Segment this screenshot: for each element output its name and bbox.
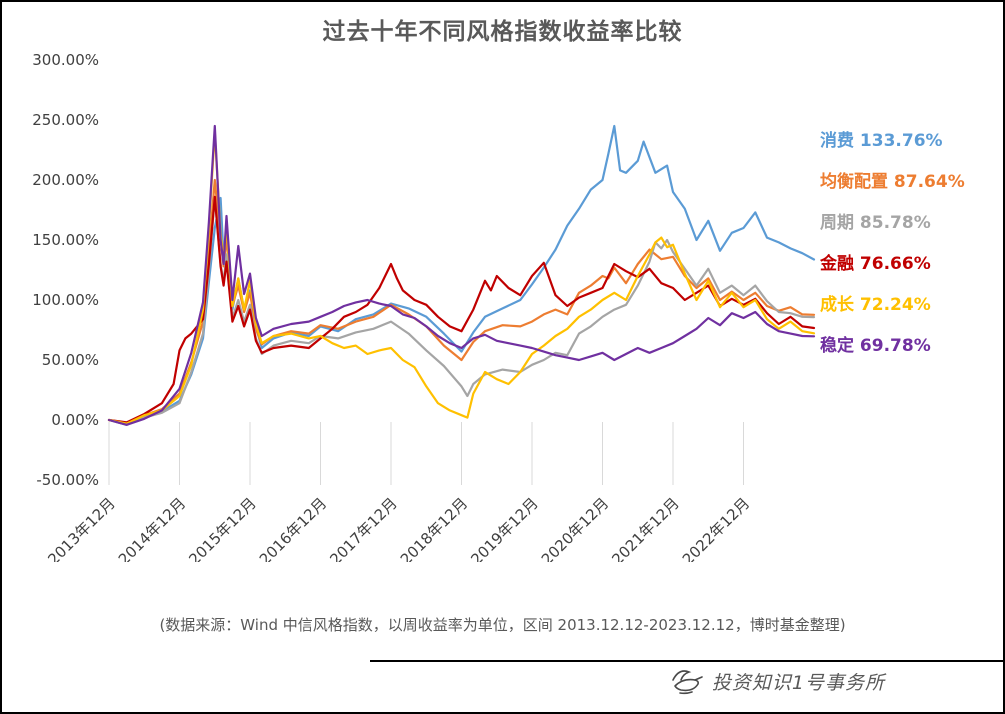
x-axis-label: 2017年12月 [326,494,400,562]
data-source-note: (数据来源：Wind 中信风格指数，以周收益率为单位，区间 2013.12.12… [159,616,846,634]
x-axis-label: 2021年12月 [608,494,682,562]
y-axis-label: 50.00% [42,351,99,369]
y-axis-label: 150.00% [32,231,99,249]
x-axis-label: 2015年12月 [185,494,259,562]
y-axis-label: 0.00% [51,411,99,429]
chart-title: 过去十年不同风格指数收益率比较 [322,19,683,45]
series-line-cyclical [107,196,816,426]
chart-legend: 消费 133.76% 均衡配置 87.64% 周期 85.78% 金融 76.66% 成… [820,118,965,364]
bird-sketch-icon [672,670,703,695]
x-axis-label: 2018年12月 [397,494,471,562]
legend-entry-stable: 稳定 69.78% [820,336,931,356]
y-axis-label: 200.00% [32,171,99,189]
y-axis-label: 100.00% [32,291,99,309]
legend-entry-consumption: 消费 133.76% [820,131,943,151]
x-axis-ticks [108,422,744,485]
legend-entry-growth: 成长 72.24% [820,295,931,315]
series-line-stable [107,124,816,426]
x-axis-label: 2022年12月 [679,494,753,562]
series-line-financial [107,195,816,424]
legend-entry-cyclical: 周期 85.78% [820,213,931,233]
legend-entry-financial: 金融 76.66% [820,254,931,274]
y-axis-labels: 300.00% 250.00% 200.00% 150.00% 100.00% 50.00… [32,51,99,489]
footer-divider [370,660,1003,662]
x-axis-label: 2014年12月 [115,494,189,562]
series-line-balanced [107,178,816,425]
credit-block: 投资知识1号事务所 [668,666,885,696]
credit-text: 投资知识1号事务所 [711,671,885,694]
series-line-growth [107,130,816,425]
y-axis-label: 300.00% [32,51,99,69]
x-axis-label: 2016年12月 [256,494,330,562]
x-axis-labels: 2013年12月2014年12月2015年12月2016年12月2017年12月… [44,494,753,562]
x-axis-label: 2020年12月 [538,494,612,562]
y-axis-label: 250.00% [32,111,99,129]
y-axis-label: -50.00% [36,471,99,489]
legend-entry-balanced: 均衡配置 87.64% [820,172,965,192]
x-axis-label: 2013年12月 [44,494,118,562]
x-axis-label: 2019年12月 [467,494,541,562]
series-line-consumption [107,124,816,426]
